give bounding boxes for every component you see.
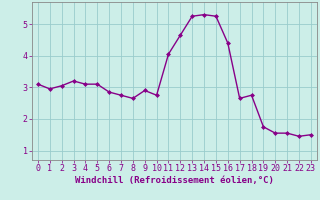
X-axis label: Windchill (Refroidissement éolien,°C): Windchill (Refroidissement éolien,°C) xyxy=(75,176,274,185)
